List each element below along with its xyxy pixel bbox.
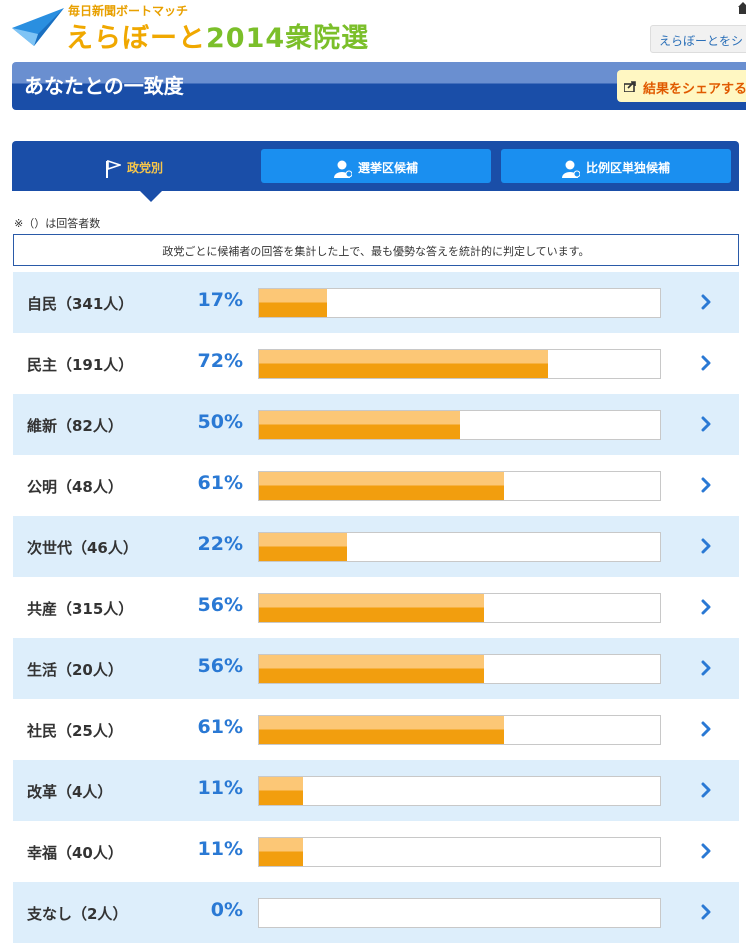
match-percent: 56%	[197, 655, 243, 677]
party-row[interactable]: 生活（20人） 56%	[13, 638, 739, 699]
tab-party[interactable]: 政党別	[12, 149, 256, 183]
title-bar: あなたとの一致度 結果をシェアする	[12, 62, 746, 110]
party-row[interactable]: 社民（25人） 61%	[13, 699, 739, 760]
active-tab-pointer	[140, 191, 162, 202]
result-tabs: 政党別 選挙区候補 比例区単独候補	[12, 141, 739, 202]
site-header: 毎日新聞ボートマッチ えらぼーと2014衆院選 えらぼーとをシ	[0, 0, 746, 60]
party-results-list: 自民（341人） 17% 民主（191人） 72% 維新（82人） 50% 公明（48人） 6…	[13, 272, 739, 943]
party-row[interactable]: 支なし（2人） 0%	[13, 882, 739, 943]
match-percent: 22%	[197, 533, 243, 555]
party-name: 幸福（40人）	[27, 844, 123, 862]
party-row[interactable]: 次世代（46人） 22%	[13, 516, 739, 577]
match-bar-fill	[259, 472, 504, 500]
party-row[interactable]: 改革（4人） 11%	[13, 760, 739, 821]
match-bar-track	[258, 776, 661, 806]
match-percent: 17%	[197, 289, 243, 311]
party-name: 生活（20人）	[27, 661, 123, 679]
match-bar-track	[258, 837, 661, 867]
match-percent: 61%	[197, 472, 243, 494]
description-box: 政党ごとに候補者の回答を集計した上で、最も優勢な答えを統計的に判定しています。	[13, 234, 739, 266]
party-name: 次世代（46人）	[27, 539, 138, 557]
match-percent: 50%	[197, 411, 243, 433]
chevron-right-icon[interactable]	[699, 477, 713, 493]
match-bar-track	[258, 654, 661, 684]
logo-name: えらぼーと	[66, 23, 206, 54]
chevron-right-icon[interactable]	[699, 660, 713, 676]
match-bar-track	[258, 471, 661, 501]
match-percent: 72%	[197, 350, 243, 372]
match-bar-fill	[259, 594, 484, 622]
match-bar-fill	[259, 716, 504, 744]
match-percent: 61%	[197, 716, 243, 738]
match-percent: 0%	[210, 899, 243, 921]
share-results-button[interactable]: 結果をシェアする	[617, 70, 746, 102]
person-icon	[561, 160, 580, 178]
page-title: あなたとの一致度	[24, 74, 184, 98]
tab-label: 選挙区候補	[357, 161, 418, 175]
home-icon[interactable]	[738, 2, 746, 14]
tab-label: 政党別	[126, 161, 163, 175]
party-name: 維新（82人）	[27, 417, 123, 435]
chevron-right-icon[interactable]	[699, 294, 713, 310]
party-name: 社民（25人）	[27, 722, 123, 740]
chevron-right-icon[interactable]	[699, 721, 713, 737]
match-bar-fill	[259, 350, 548, 378]
paper-plane-icon	[12, 8, 64, 46]
flag-icon	[105, 159, 121, 178]
match-bar-track	[258, 288, 661, 318]
party-row[interactable]: 維新（82人） 50%	[13, 394, 739, 455]
top-link-button[interactable]: えらぼーとをシ	[650, 25, 746, 53]
match-percent: 11%	[197, 777, 243, 799]
chevron-right-icon[interactable]	[699, 599, 713, 615]
site-logo[interactable]: えらぼーと2014衆院選	[66, 16, 369, 55]
match-bar-track	[258, 593, 661, 623]
party-name: 公明（48人）	[27, 478, 123, 496]
chevron-right-icon[interactable]	[699, 782, 713, 798]
chevron-right-icon[interactable]	[699, 538, 713, 554]
match-bar-fill	[259, 533, 347, 561]
tab-district-candidates[interactable]: 選挙区候補	[261, 149, 491, 183]
share-label: 結果をシェアする	[643, 82, 746, 97]
person-icon	[333, 160, 352, 178]
party-name: 共産（315人）	[27, 600, 134, 618]
match-bar-fill	[259, 838, 303, 866]
tab-proportional-candidates[interactable]: 比例区単独候補	[501, 149, 731, 183]
match-bar-track	[258, 532, 661, 562]
match-bar-track	[258, 410, 661, 440]
logo-year: 2014衆院選	[206, 23, 370, 54]
match-bar-fill	[259, 289, 327, 317]
match-bar-track	[258, 715, 661, 745]
match-percent: 11%	[197, 838, 243, 860]
share-icon	[624, 81, 636, 92]
match-bar-fill	[259, 411, 460, 439]
match-bar-track	[258, 898, 661, 928]
chevron-right-icon[interactable]	[699, 355, 713, 371]
party-row[interactable]: 自民（341人） 17%	[13, 272, 739, 333]
party-row[interactable]: 幸福（40人） 11%	[13, 821, 739, 882]
chevron-right-icon[interactable]	[699, 904, 713, 920]
match-bar-fill	[259, 777, 303, 805]
tab-label: 比例区単独候補	[585, 161, 670, 175]
match-bar-fill	[259, 655, 484, 683]
chevron-right-icon[interactable]	[699, 416, 713, 432]
party-row[interactable]: 民主（191人） 72%	[13, 333, 739, 394]
match-percent: 56%	[197, 594, 243, 616]
party-name: 支なし（2人）	[27, 905, 128, 923]
party-name: 民主（191人）	[27, 356, 134, 374]
respondent-note: ※（）は回答者数	[14, 217, 101, 230]
match-bar-track	[258, 349, 661, 379]
chevron-right-icon[interactable]	[699, 843, 713, 859]
party-name: 改革（4人）	[27, 783, 113, 801]
party-row[interactable]: 共産（315人） 56%	[13, 577, 739, 638]
logo-subtitle: 毎日新聞ボートマッチ	[68, 4, 189, 18]
party-name: 自民（341人）	[27, 295, 134, 313]
party-row[interactable]: 公明（48人） 61%	[13, 455, 739, 516]
